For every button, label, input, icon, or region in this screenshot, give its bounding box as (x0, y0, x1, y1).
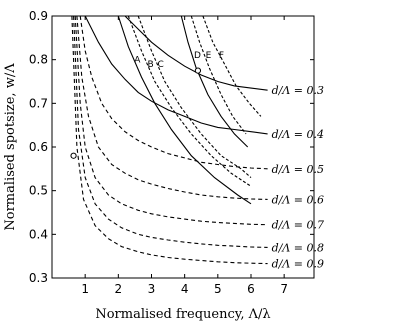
markers (70, 67, 202, 159)
series-label: d/Λ = 0.8 (272, 241, 324, 254)
series-line (76, 15, 268, 200)
cutoff-curve-c (137, 15, 252, 179)
cutoff-curve-b (127, 15, 252, 187)
marker-point (194, 67, 202, 74)
series-label: d/Λ = 0.4 (272, 128, 324, 141)
y-axis-ticks: 0.3 0.4 0.5 0.6 0.7 0.8 0.9 (29, 9, 314, 285)
cutoff-curve-e (190, 15, 247, 135)
cutoff-curve-label: D (194, 51, 201, 61)
series-label: d/Λ = 0.9 (272, 258, 324, 271)
cutoff-curve-label: E (206, 51, 212, 61)
cutoff-curve-label: A (134, 56, 141, 66)
y-tick-label: 0.5 (29, 184, 48, 198)
cutoff-curve-label: B (148, 60, 154, 70)
cutoff-curves: A B C D E F (117, 15, 262, 205)
x-tick-label: 2 (115, 282, 123, 296)
series-line (74, 15, 268, 226)
cutoff-curve-d (180, 15, 249, 148)
series-label: d/Λ = 0.5 (272, 163, 324, 176)
plot-frame (51, 15, 315, 279)
cutoff-curve-f (202, 15, 262, 117)
series-line (124, 15, 268, 91)
cutoff-curve-label: C (157, 60, 163, 70)
x-tick-label: 3 (148, 282, 156, 296)
x-tick-label: 5 (214, 282, 222, 296)
series-label: d/Λ = 0.3 (272, 84, 324, 97)
y-tick-label: 0.4 (29, 227, 48, 241)
y-axis-label: Normalised spotsize, w/Λ (3, 63, 18, 231)
y-tick-label: 0.3 (29, 271, 48, 285)
x-axis-label: Normalised frequency, Λ/λ (95, 307, 270, 322)
series-line (84, 15, 268, 135)
x-tick-label: 1 (81, 282, 89, 296)
series-line (79, 15, 268, 170)
series-label: d/Λ = 0.7 (272, 219, 324, 232)
x-tick-label: 4 (181, 282, 189, 296)
marker-point (70, 152, 77, 159)
series-line (71, 15, 268, 265)
y-tick-label: 0.6 (29, 140, 48, 154)
cutoff-curve-label: F (219, 51, 224, 61)
series-label: d/Λ = 0.6 (272, 193, 324, 206)
series-labels: d/Λ = 0.3 d/Λ = 0.4 d/Λ = 0.5 d/Λ = 0.6 d/Λ … (272, 84, 324, 270)
y-tick-label: 0.8 (29, 53, 48, 67)
y-tick-label: 0.7 (29, 96, 48, 110)
x-axis-ticks: 1 2 3 4 5 6 7 (81, 16, 288, 296)
series-lines (71, 15, 268, 265)
series-line (73, 15, 268, 248)
x-tick-label: 7 (280, 282, 288, 296)
y-tick-label: 0.9 (29, 9, 48, 23)
cutoff-curve-a (117, 15, 252, 205)
x-tick-label: 6 (247, 282, 255, 296)
